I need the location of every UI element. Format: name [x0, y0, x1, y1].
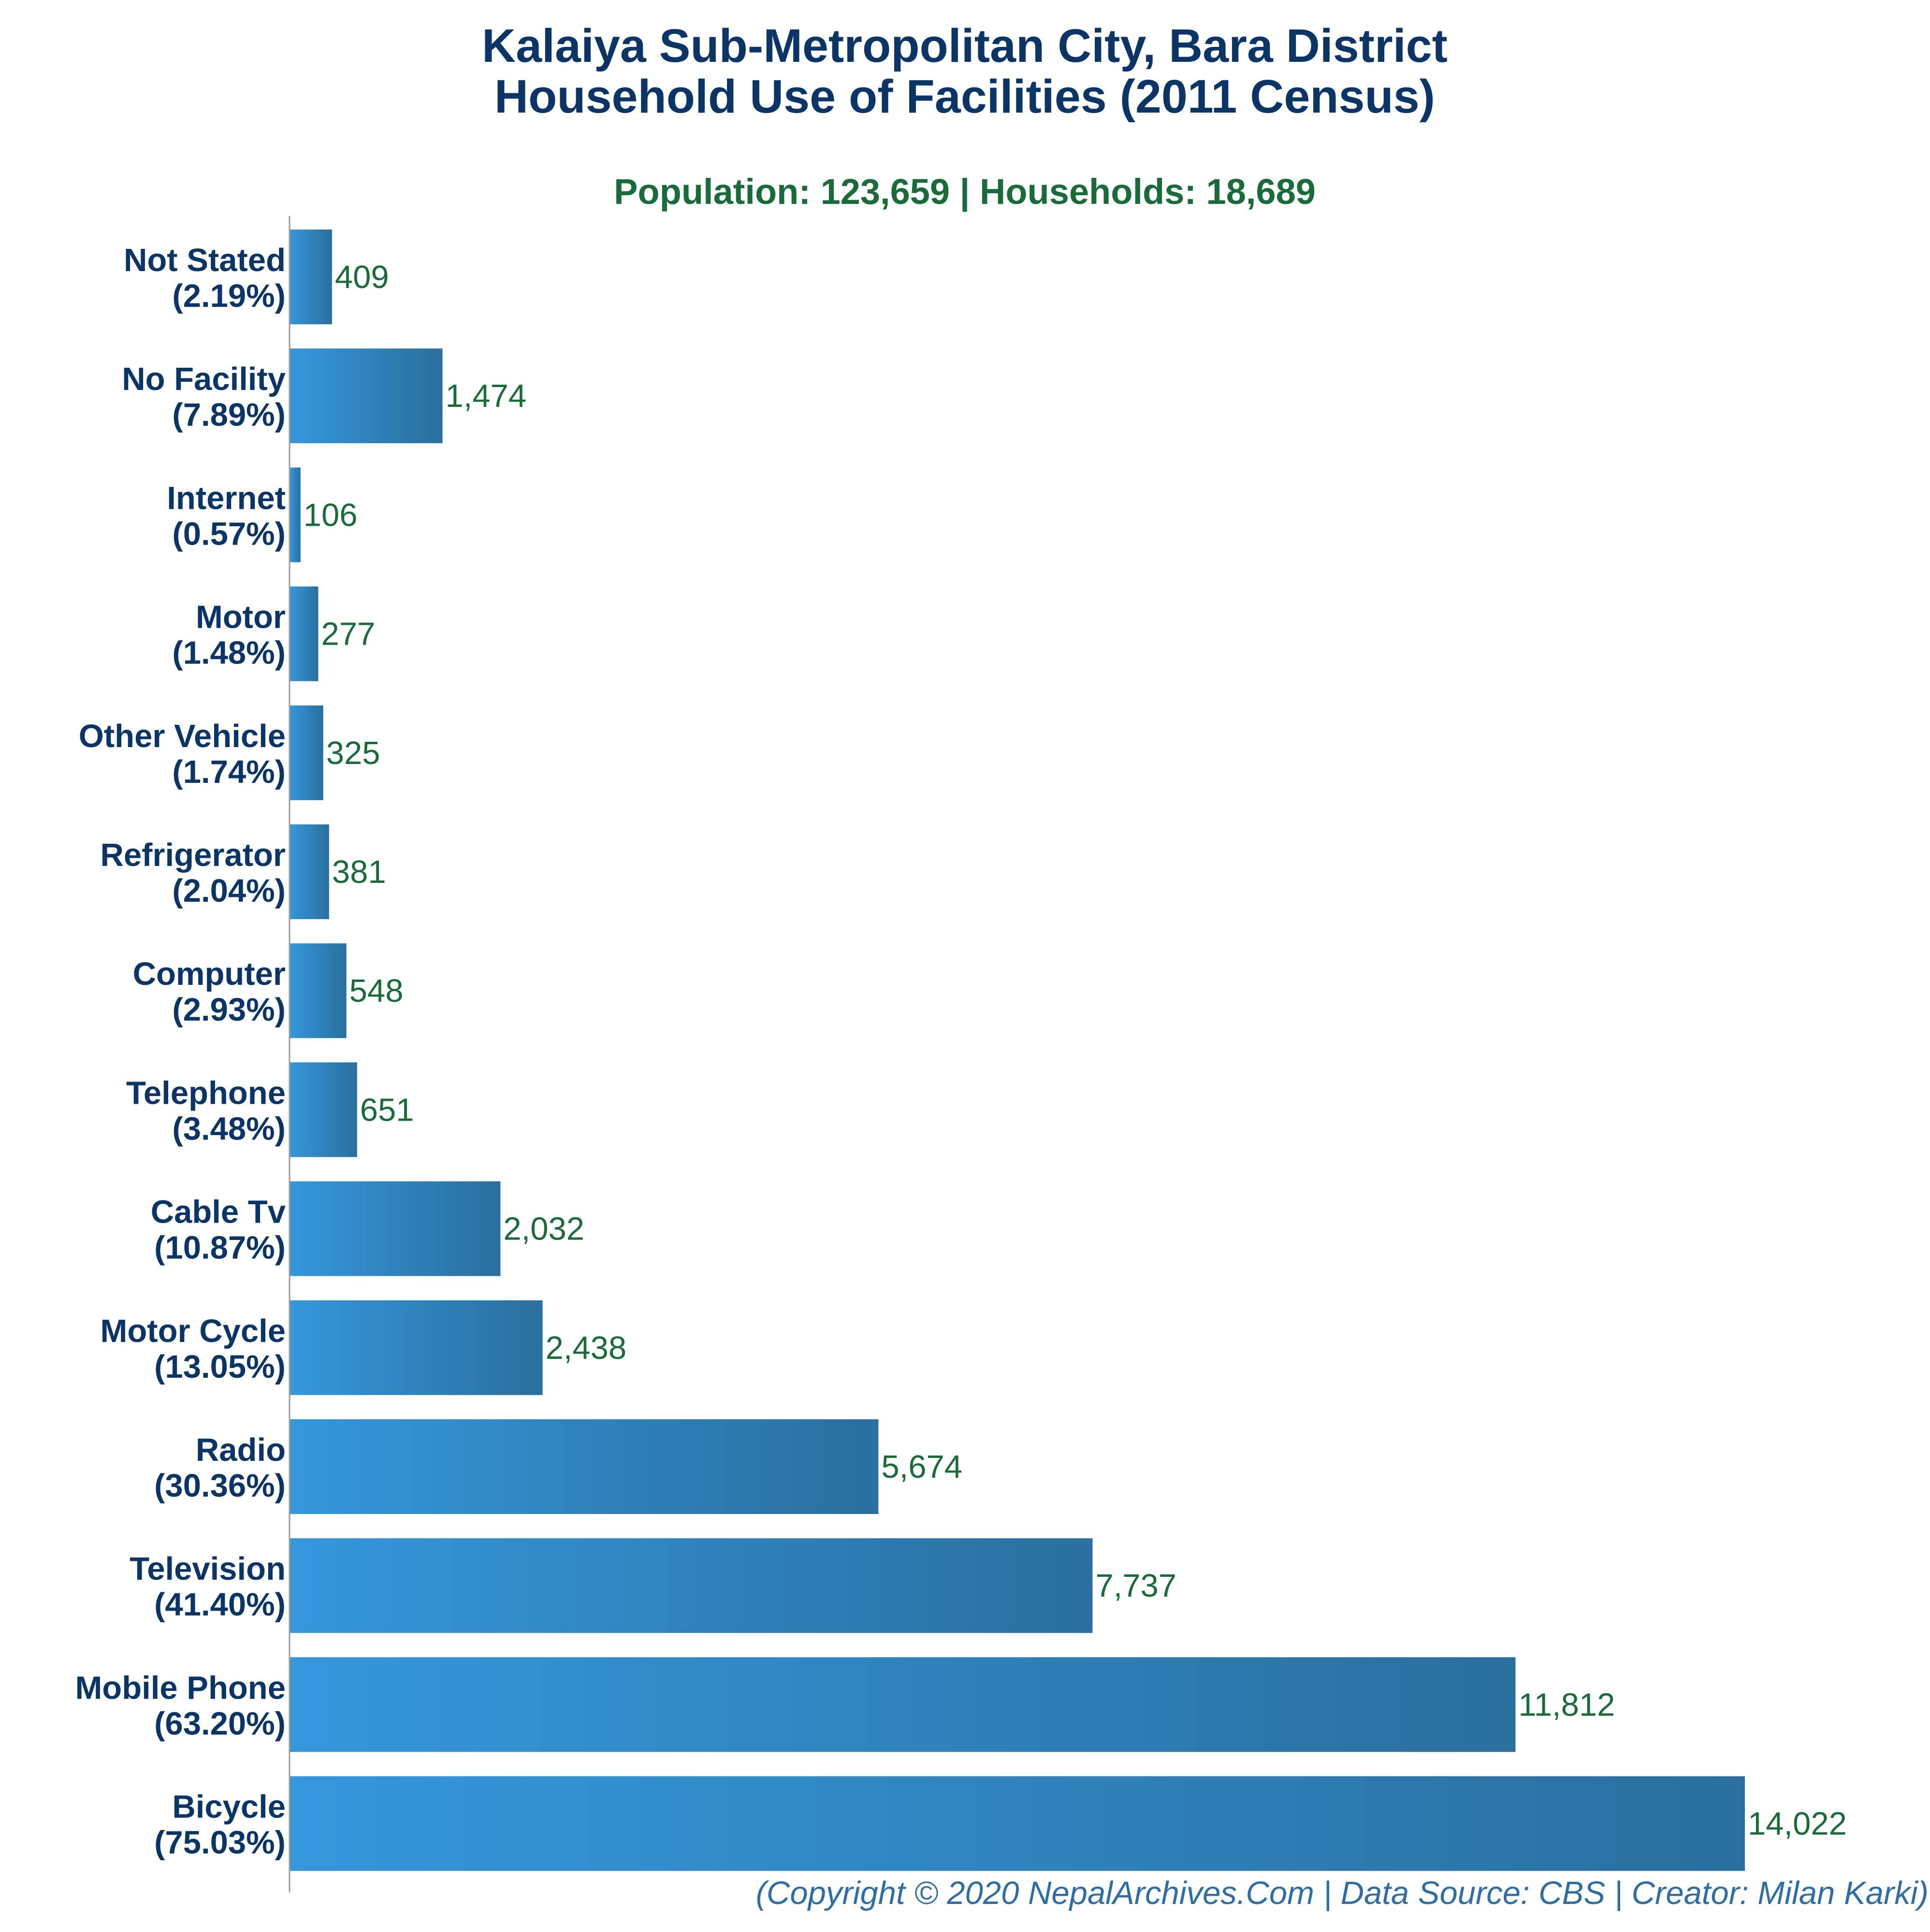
category-percent-2: (0.57%): [172, 516, 286, 552]
value-label-8: 2,032: [503, 1211, 584, 1247]
bar-1: [290, 348, 443, 444]
category-label-6: Computer: [133, 956, 286, 992]
bar-4: [290, 705, 323, 800]
value-label-2: 106: [304, 497, 358, 533]
value-label-6: 548: [349, 973, 404, 1009]
value-label-7: 651: [360, 1092, 414, 1128]
category-label-4: Other Vehicle: [79, 718, 286, 754]
category-label-11: Television: [130, 1551, 286, 1587]
category-percent-8: (10.87%): [154, 1230, 286, 1266]
category-label-7: Telephone: [126, 1075, 286, 1111]
value-label-1: 1,474: [446, 378, 527, 414]
chart-footer-credit: (Copyright © 2020 NepalArchives.Com | Da…: [756, 1875, 1929, 1912]
category-percent-13: (75.03%): [154, 1825, 286, 1861]
category-label-10: Radio: [196, 1432, 286, 1468]
value-label-0: 409: [335, 259, 389, 295]
bar-0: [290, 230, 332, 324]
category-label-1: No Facility: [122, 361, 286, 397]
category-percent-6: (2.93%): [172, 992, 286, 1028]
value-label-10: 5,674: [881, 1449, 962, 1485]
category-label-0: Not Stated: [124, 242, 286, 278]
bar-11: [290, 1538, 1093, 1633]
category-percent-5: (2.04%): [172, 873, 286, 909]
bar-3: [290, 586, 319, 681]
bar-13: [290, 1776, 1745, 1871]
chart-subtitle: Population: 123,659 | Households: 18,689: [614, 172, 1316, 212]
category-label-5: Refrigerator: [101, 837, 286, 873]
chart-title-line-2: Household Use of Facilities (2011 Census…: [494, 70, 1435, 123]
bar-12: [290, 1657, 1516, 1752]
category-label-2: Internet: [167, 480, 286, 516]
category-label-12: Mobile Phone: [75, 1670, 286, 1706]
category-label-3: Motor: [196, 599, 286, 635]
value-label-9: 2,438: [546, 1330, 627, 1366]
value-label-4: 325: [326, 735, 380, 771]
bar-7: [290, 1062, 357, 1157]
category-percent-3: (1.48%): [172, 635, 286, 671]
value-label-11: 7,737: [1095, 1568, 1176, 1604]
value-label-3: 277: [321, 616, 375, 652]
bar-5: [290, 824, 329, 919]
value-label-12: 11,812: [1518, 1687, 1615, 1723]
value-label-13: 14,022: [1748, 1806, 1847, 1842]
category-label-8: Cable Tv: [151, 1194, 286, 1230]
category-percent-11: (41.40%): [154, 1586, 286, 1623]
category-percent-10: (30.36%): [154, 1468, 286, 1504]
bar-8: [290, 1181, 501, 1276]
category-label-13: Bicycle: [172, 1789, 286, 1825]
bars-group: 409 Not Stated(2.19%) 1,474 No Facility(7.8…: [75, 230, 1847, 1871]
value-label-5: 381: [332, 854, 386, 890]
category-percent-4: (1.74%): [172, 754, 286, 790]
category-label-9: Motor Cycle: [101, 1313, 286, 1349]
category-percent-12: (63.20%): [154, 1705, 286, 1742]
bar-9: [290, 1300, 543, 1395]
category-percent-9: (13.05%): [154, 1349, 286, 1385]
bar-10: [290, 1419, 879, 1514]
bar-6: [290, 943, 347, 1038]
category-percent-7: (3.48%): [172, 1110, 286, 1147]
bar-2: [290, 467, 301, 562]
chart-title-line-1: Kalaiya Sub-Metropolitan City, Bara Dist…: [482, 19, 1448, 72]
category-percent-1: (7.89%): [172, 397, 286, 433]
category-percent-0: (2.19%): [172, 278, 286, 314]
